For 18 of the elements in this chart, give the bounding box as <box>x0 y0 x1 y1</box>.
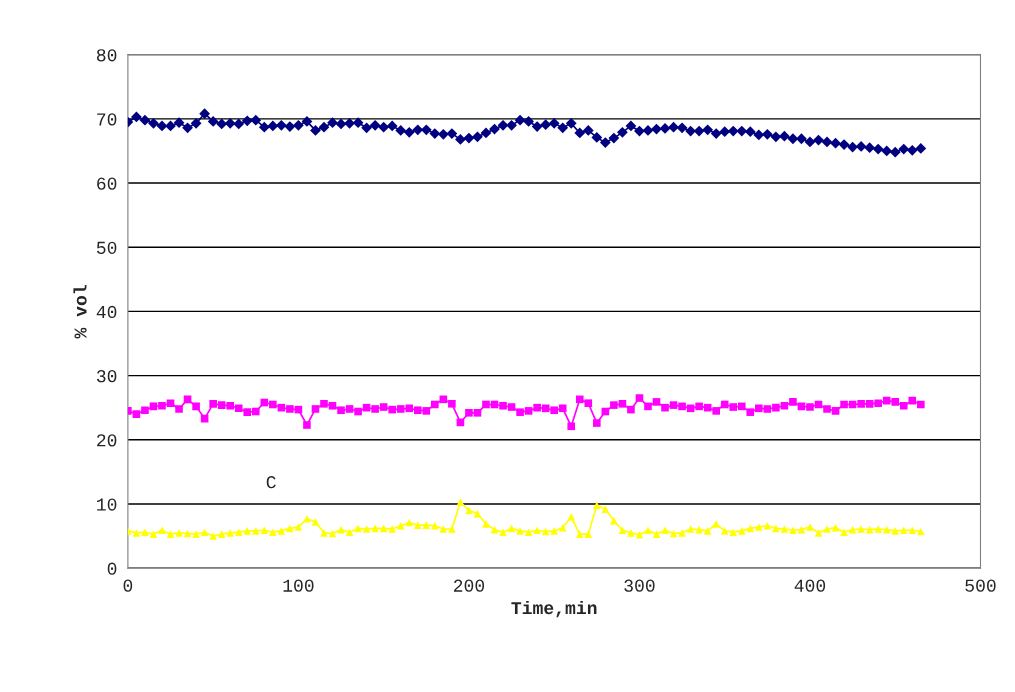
y-axis-title: % vol <box>73 285 87 339</box>
x-tick-label: 500 <box>965 579 996 592</box>
y-tick-label: 60 <box>97 177 117 190</box>
y-tick-label: 40 <box>96 305 117 319</box>
y-tick-label: 80 <box>96 49 117 62</box>
x-tick-label: 0 <box>123 579 133 592</box>
x-tick-label: 100 <box>283 579 314 592</box>
x-axis-title: Time,min <box>511 600 597 618</box>
x-tick-label: 200 <box>453 579 485 592</box>
x-tick-label: 300 <box>624 579 655 592</box>
y-tick-label: 30 <box>96 370 117 383</box>
y-tick-label: 0 <box>107 562 117 575</box>
y-tick-label: 10 <box>97 498 117 511</box>
x-tick-label: 400 <box>794 579 826 592</box>
annotation: C <box>266 476 276 489</box>
y-tick-label: 70 <box>97 113 117 126</box>
y-tick-label: 50 <box>96 241 117 254</box>
y-tick-label: 20 <box>97 434 117 447</box>
